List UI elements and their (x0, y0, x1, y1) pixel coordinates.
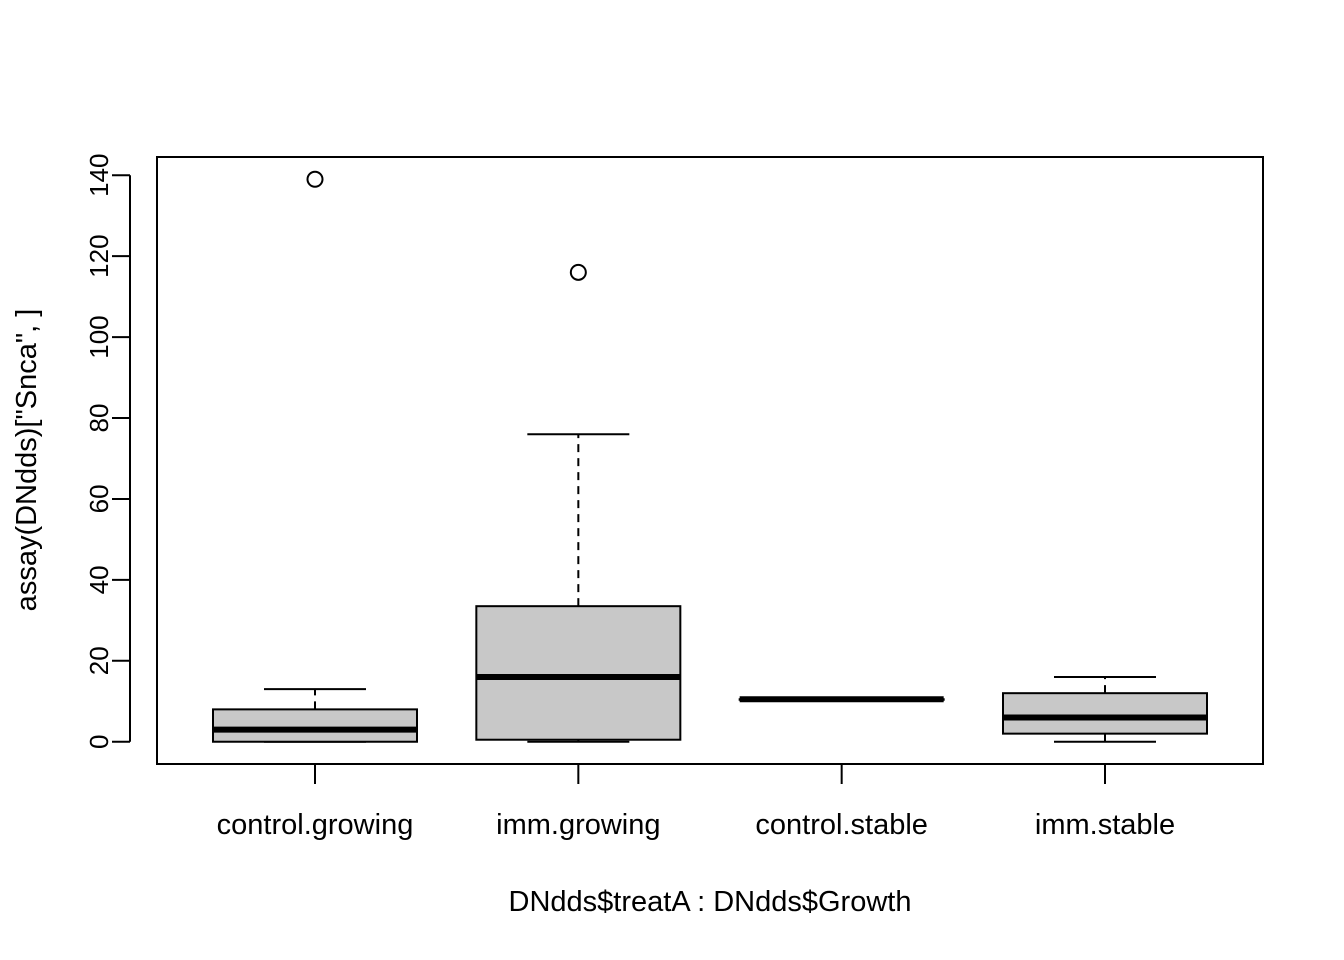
y-axis: 0 20 40 60 80 100 120 140 (84, 154, 131, 749)
outlier-point (306, 170, 324, 188)
y-tick-label: 80 (84, 404, 114, 433)
box-iqr (1002, 692, 1208, 735)
y-tick-label: 40 (84, 565, 114, 594)
y-tick-label: 0 (84, 735, 114, 749)
box-group-control-growing (212, 170, 418, 743)
plot-frame (156, 156, 1264, 765)
box-group-imm-growing (475, 263, 682, 743)
y-tick-label: 120 (84, 234, 114, 277)
x-axis: control.growing imm.growing control.stable… (217, 764, 1175, 841)
y-axis-title: assay(DNdds)["Snca", ] (11, 309, 43, 612)
y-tick-label: 20 (84, 646, 114, 675)
x-tick-label: imm.stable (1035, 809, 1175, 841)
y-tick-label: 100 (84, 315, 114, 358)
box-group-imm-stable (1002, 675, 1208, 743)
y-tick-label: 140 (84, 154, 114, 197)
x-tick-label: imm.growing (496, 809, 660, 841)
outlier-point (569, 263, 587, 281)
box-iqr (212, 708, 418, 743)
boxes-layer (212, 170, 1208, 743)
box-group-control-stable (738, 696, 945, 703)
x-axis-title: DNdds$treatA : DNdds$Growth (509, 886, 912, 918)
x-tick-label: control.growing (217, 809, 414, 841)
x-tick-label: control.stable (755, 809, 928, 841)
y-tick-label: 60 (84, 484, 114, 513)
box-iqr (475, 605, 682, 741)
